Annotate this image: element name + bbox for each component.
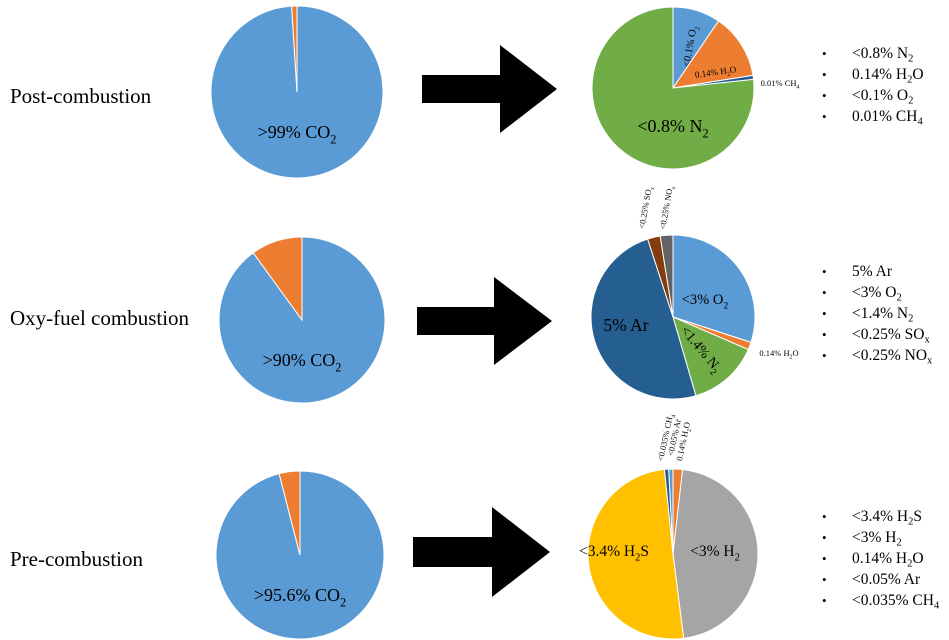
oxy-fuel-impurity-list: 5% Ar<3% O2<1.4% N2<0.25% SOx<0.25% NOx [822, 261, 932, 366]
arrow-post-combustion [422, 45, 557, 133]
impurity-pie-2 [587, 468, 759, 640]
pie-slice [252, 236, 303, 322]
slice-label: <0.25% NOx [657, 185, 677, 231]
slice-label: <0.25% SOx [636, 186, 656, 230]
impurity-item: <0.05% Ar [822, 569, 939, 590]
slice-label: 5% Ar [603, 315, 648, 335]
impurity-item: <0.035% CH4 [822, 590, 939, 611]
post-combustion-impurity-list: <0.8% N20.14% H2O<0.1% O20.01% CH4 [822, 43, 924, 127]
slice-label: 0.01% CH4 [761, 78, 800, 91]
pie-slice [668, 468, 674, 555]
impurity-pie-0 [591, 6, 755, 170]
pre-combustion-impurity-list: <3.4% H2S<3% H20.14% H2O<0.05% Ar<0.035%… [822, 506, 939, 611]
co2-pie-2 [215, 470, 385, 640]
impurity-item: <0.25% NOx [822, 345, 932, 366]
slice-label: <3% H2 [690, 543, 740, 564]
pie-slice [278, 470, 301, 556]
co2-pie-1 [218, 236, 386, 404]
impurity-item: <0.25% SOx [822, 324, 932, 345]
arrow-oxy-fuel-combustion [417, 277, 552, 365]
impurity-item: 0.14% H2O [822, 548, 939, 569]
pie-slice [590, 238, 697, 400]
pie-slice [671, 20, 754, 89]
slice-label: 0.14% H2O [759, 348, 798, 361]
slice-label: <3% O2 [682, 292, 729, 311]
impurity-item: <3% H2 [822, 527, 939, 548]
arrow-pre-combustion [413, 507, 550, 597]
pre-combustion-label: Pre-combustion [10, 547, 143, 571]
pie-slice [659, 234, 674, 318]
pie-slice [591, 6, 755, 170]
pie-slice [291, 5, 298, 93]
impurity-item: <3.4% H2S [822, 506, 939, 527]
slice-label: <3.4% H2S [579, 543, 649, 564]
impurity-item: 5% Ar [822, 261, 932, 282]
impurity-item: <0.1% O2 [822, 85, 924, 106]
impurity-item: <3% O2 [822, 282, 932, 303]
impurity-item: <0.8% N2 [822, 43, 924, 64]
impurity-item: <1.4% N2 [822, 303, 932, 324]
impurity-item: 0.01% CH4 [822, 106, 924, 127]
pie-slice [672, 468, 759, 639]
pie-slice [672, 316, 749, 397]
oxy-fuel-combustion-label: Oxy-fuel combustion [10, 306, 190, 330]
pie-slice [672, 234, 756, 343]
impurity-item: 0.14% H2O [822, 64, 924, 85]
post-combustion-label: Post-combustion [10, 84, 152, 108]
co2-pie-0 [210, 5, 384, 179]
pie-slice [587, 468, 685, 640]
impurity-pie-1 [590, 234, 756, 400]
